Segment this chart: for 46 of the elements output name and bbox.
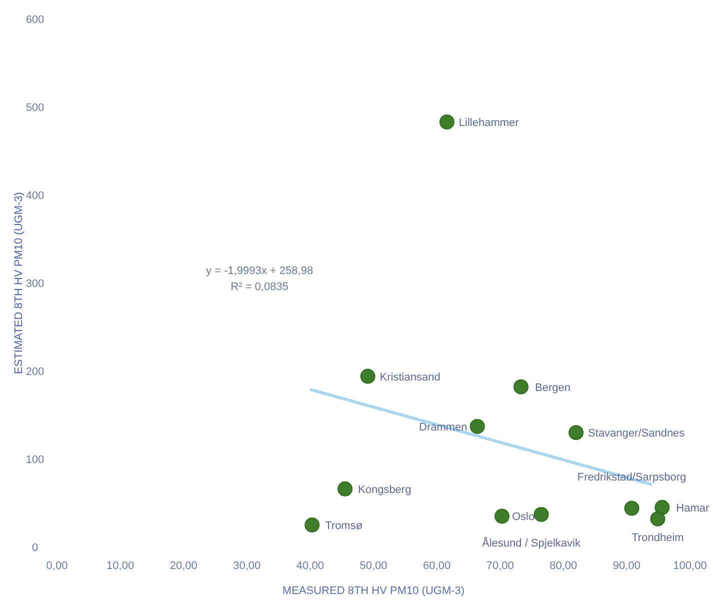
point (304, 518, 320, 532)
annotation: Tromsø (325, 520, 363, 532)
annotation: Oslo (512, 511, 535, 524)
x-tick-label: 30,00 (233, 560, 261, 572)
point (470, 418, 485, 434)
point (624, 500, 640, 516)
annotation: y = -1,9993x + 258,98 (206, 265, 314, 278)
y-tick-label: 0 (32, 542, 38, 554)
annotation: Bergen (534, 382, 570, 394)
x-tick-label: 10,00 (106, 560, 134, 572)
annotation: Kristiansand (380, 371, 440, 384)
annotation: Drammen (419, 421, 468, 434)
annotation: Lillehammer (458, 116, 520, 129)
annotation: Trondheim (632, 532, 684, 544)
point (439, 114, 454, 130)
annotation: Ålesund / Spjelkavik (482, 536, 581, 550)
annotation: Hamar (676, 502, 710, 514)
x-tick-label: 80,00 (550, 560, 578, 572)
y-tick-label: 500 (26, 102, 44, 114)
point (494, 508, 510, 524)
point (534, 506, 549, 522)
x-tick-label: 70,00 (486, 560, 514, 572)
y-tick-label: 300 (26, 278, 44, 290)
y-tick-label: 200 (26, 366, 44, 378)
x-tick-label: 0,00 (46, 560, 68, 572)
point (513, 379, 528, 394)
point (568, 425, 584, 440)
point (360, 368, 376, 384)
x-tick-label: 20,00 (170, 560, 198, 572)
y-axis-title: ESTIMATED 8TH HV PM10 (UGM-3) (13, 192, 25, 374)
annotation: Fredrikstad/Sarpsborg (577, 471, 686, 484)
annotation: Kongsberg (358, 484, 412, 496)
point (650, 511, 666, 526)
x-axis-title: MEASURED 8TH HV PM10 (UGM-3) (282, 585, 465, 597)
x-tick-label: 60,00 (423, 560, 451, 572)
annotation: R² = 0,0835 (230, 281, 288, 294)
annotation: Stavanger/Sandnes (588, 428, 686, 440)
y-tick-label: 100 (26, 454, 44, 466)
x-tick-label: 50,00 (360, 560, 388, 572)
x-tick-label: 90,00 (612, 560, 640, 572)
point (338, 481, 353, 496)
x-tick-label: 40,00 (296, 560, 324, 572)
y-tick-label: 400 (26, 190, 44, 202)
y-tick-label: 600 (26, 14, 44, 26)
x-tick-label: 100,00 (673, 560, 707, 572)
point (654, 500, 670, 515)
